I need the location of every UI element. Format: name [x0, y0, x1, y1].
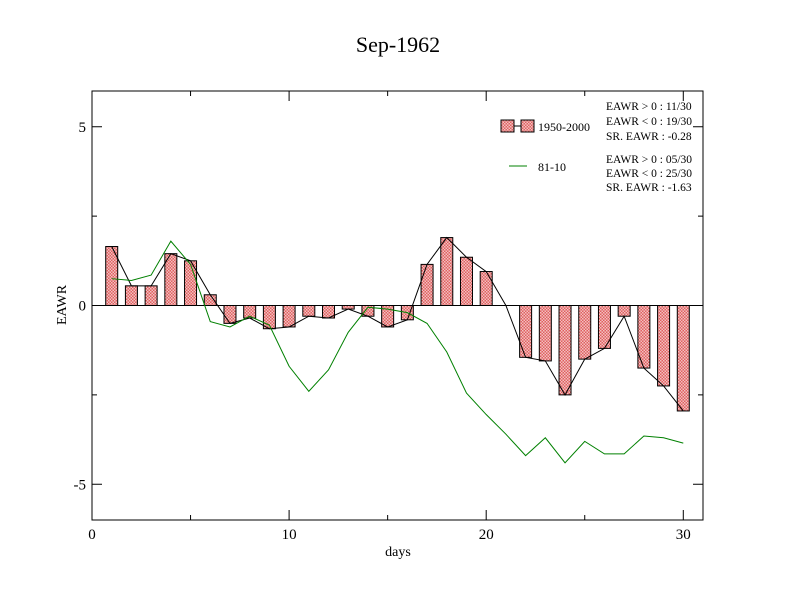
bar-1950-2000: [657, 305, 671, 387]
bar-1950-2000: [479, 271, 493, 307]
y-tick-label: 5: [79, 120, 87, 136]
line-1950-2000: [111, 236, 684, 412]
bar-1950-2000: [459, 256, 473, 306]
stat-s1-line1: EAWR > 0 : 11/30: [606, 101, 692, 113]
bar-1950-2000: [440, 237, 454, 306]
series-lines: [111, 236, 684, 464]
x-axis-label: days: [385, 545, 411, 560]
axis-ticks: 0 10 20 30 -5 0 5: [74, 91, 703, 543]
bar-1950-2000: [302, 305, 316, 317]
bar-1950-2000: [144, 285, 158, 306]
bar-1950-2000: [519, 305, 533, 358]
x-tick-label: 10: [282, 527, 297, 543]
bar-1950-2000: [223, 305, 237, 324]
legend-swatch-left: [500, 119, 515, 133]
y-axis-label: EAWR: [55, 284, 70, 325]
bar-1950-2000: [676, 305, 690, 412]
line-81-10: [111, 240, 684, 464]
stat-s2-line2: EAWR < 0 : 25/30: [606, 168, 692, 180]
bar-1950-2000: [617, 305, 631, 317]
stat-s1-line2: EAWR < 0 : 19/30: [606, 116, 692, 128]
bar-1950-2000: [124, 285, 138, 306]
bar-1950-2000: [420, 263, 434, 307]
bar-1950-2000: [538, 305, 552, 362]
bar-1950-2000: [558, 305, 572, 396]
bar-1950-2000: [578, 305, 592, 360]
x-tick-label: 30: [676, 527, 691, 543]
stat-s2-line3: SR. EAWR : -1.63: [606, 182, 692, 194]
legend-swatch-right: [520, 119, 535, 133]
y-tick-label: 0: [79, 299, 87, 315]
stat-s2-line1: EAWR > 0 : 05/30: [606, 154, 692, 166]
bar-1950-2000: [282, 305, 296, 328]
y-tick-label: -5: [74, 477, 87, 493]
chart-title: Sep-1962: [356, 32, 440, 57]
legend-label-81-10: 81-10: [538, 160, 566, 174]
bar-1950-2000: [341, 305, 355, 310]
legend: 1950-2000 81-10: [500, 119, 590, 174]
stat-s1-line3: SR. EAWR : -0.28: [606, 131, 692, 143]
x-tick-label: 20: [479, 527, 494, 543]
bars: [105, 237, 690, 412]
x-tick-label: 0: [88, 527, 96, 543]
legend-label-1950-2000: 1950-2000: [538, 120, 590, 134]
stats-block: EAWR > 0 : 11/30 EAWR < 0 : 19/30 SR. EA…: [606, 101, 692, 194]
bar-1950-2000: [637, 305, 651, 369]
